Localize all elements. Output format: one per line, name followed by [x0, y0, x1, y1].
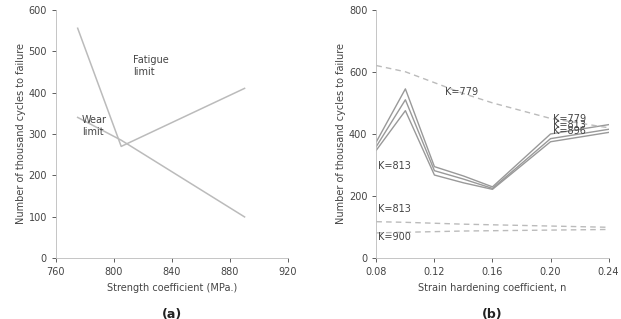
- X-axis label: Strain hardening coefficient, n: Strain hardening coefficient, n: [419, 283, 566, 293]
- Text: K=813: K=813: [378, 204, 410, 214]
- Text: (b): (b): [482, 308, 503, 319]
- Text: K=779: K=779: [553, 114, 587, 124]
- Text: Wear
limit: Wear limit: [82, 115, 107, 137]
- Text: (a): (a): [162, 308, 182, 319]
- Text: Fatigue
limit: Fatigue limit: [133, 55, 168, 77]
- X-axis label: Strength coefficient (MPa.): Strength coefficient (MPa.): [107, 283, 237, 293]
- Y-axis label: Number of thousand cycles to failure: Number of thousand cycles to failure: [336, 43, 346, 225]
- Text: K=896: K=896: [553, 126, 586, 136]
- Y-axis label: Number of thousand cycles to failure: Number of thousand cycles to failure: [16, 43, 25, 225]
- Text: K=900: K=900: [378, 232, 410, 242]
- Text: K=813: K=813: [553, 120, 586, 130]
- Text: K=779: K=779: [445, 87, 478, 97]
- Text: K=813: K=813: [378, 161, 410, 171]
